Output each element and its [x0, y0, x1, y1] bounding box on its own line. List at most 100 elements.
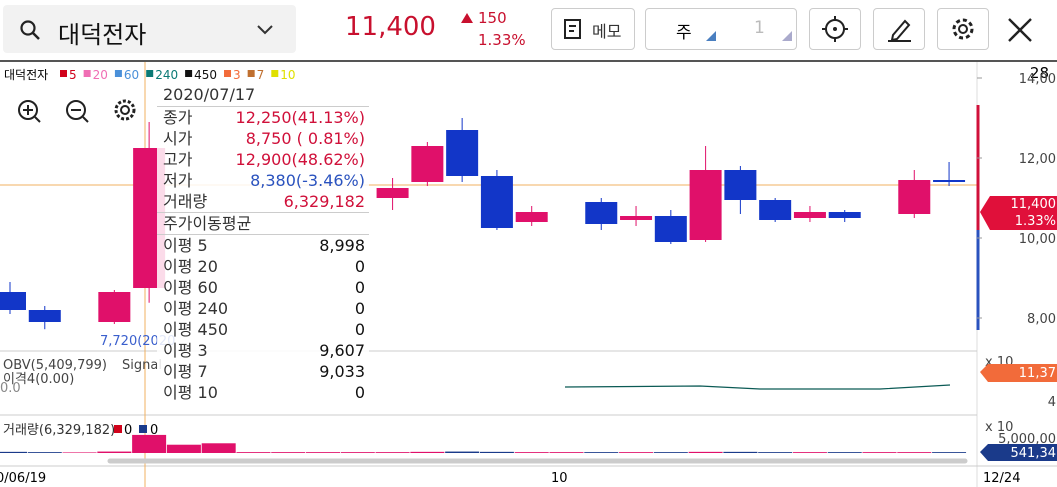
volume-bar — [166, 444, 201, 453]
tooltip-row: 거래량 6,329,182 — [157, 191, 369, 212]
legend-title: 대덕전자 — [4, 68, 48, 82]
volume-bar — [619, 452, 654, 453]
legend-swatch — [224, 70, 232, 77]
volume-bar — [549, 452, 584, 453]
ma-label: 이평 240 — [163, 299, 229, 318]
legend-swatch — [60, 70, 67, 77]
candle-body — [515, 212, 548, 222]
volume-bar — [62, 452, 97, 453]
obv-zero: 0.0 — [0, 381, 21, 396]
volume-a: 0 — [124, 423, 132, 438]
candle-body — [793, 212, 826, 218]
ma-label: 이평 7 — [163, 362, 208, 381]
dropdown-icon — [257, 25, 273, 35]
legend-label: 3 — [233, 68, 241, 82]
memo-button[interactable]: 메모 — [551, 8, 635, 50]
crosshair-button[interactable] — [809, 8, 861, 50]
row-value: 12,900(48.62%) — [235, 150, 365, 169]
obv-signal: Signal — [122, 358, 162, 373]
volume-bar — [97, 451, 132, 453]
crosshair-icon — [822, 16, 848, 42]
candle-body — [585, 202, 618, 224]
candle-body — [446, 130, 479, 176]
volume-bar — [0, 451, 27, 453]
row-label: 시가 — [163, 129, 193, 148]
legend: 대덕전자 5 20 60 240 450 3 7 10 — [4, 68, 296, 82]
legend-label: 450 — [194, 68, 217, 82]
change-pct: 1.33% — [478, 31, 526, 49]
volume-value: 541,34 — [1011, 446, 1057, 461]
volume-bar — [271, 452, 306, 453]
search-box[interactable]: 대덕전자 — [3, 5, 296, 53]
ma-row: 이평 60 0 — [157, 277, 369, 298]
volume-bar — [306, 452, 341, 453]
legend-label: 5 — [69, 68, 77, 82]
tooltip: 2020/07/17 종가 12,250(41.13%) 시가 8,750 ( 0.81… — [157, 84, 369, 402]
candle-body — [759, 200, 792, 220]
volume-bar — [410, 451, 445, 453]
volume-bar — [514, 452, 549, 453]
current-price: 11,400 — [1011, 197, 1057, 212]
zoom-tools — [18, 99, 136, 123]
row-value: 12,250(41.13%) — [235, 108, 365, 127]
volume-bar — [758, 452, 793, 453]
memo-label: 메모 — [592, 22, 622, 41]
legend-swatch — [83, 70, 91, 77]
ma-value: 0 — [354, 299, 365, 318]
volume-key — [139, 425, 147, 433]
ma-label: 이평 10 — [163, 383, 218, 402]
settings-button[interactable] — [937, 8, 989, 50]
legend-swatch — [271, 70, 279, 77]
memo-icon — [564, 19, 581, 39]
legend-label: 10 — [280, 68, 295, 82]
zoom-out[interactable] — [66, 100, 86, 120]
y-tick-label: 12,00 — [1019, 152, 1056, 167]
candle-body — [689, 170, 722, 240]
legend-label: 240 — [155, 68, 178, 82]
volume-bar — [445, 451, 480, 453]
search-icon — [20, 20, 40, 40]
row-value: 8,750 ( 0.81%) — [245, 129, 365, 148]
ma-row: 이평 10 0 — [157, 382, 369, 403]
volume-tick: 5,000,00 — [998, 432, 1056, 447]
close-button[interactable] — [1005, 15, 1035, 45]
chart-settings[interactable] — [114, 99, 136, 121]
y-tick-label: 14,00 — [1019, 72, 1056, 87]
ma-label: 이평 5 — [163, 236, 208, 255]
legend-swatch — [185, 70, 193, 77]
ma-value: 0 — [354, 383, 365, 402]
volume-scale: x 10 — [985, 420, 1013, 435]
legend-label: 60 — [124, 68, 139, 82]
volume-bar — [653, 452, 688, 453]
y-tick-label: 8,00 — [1027, 312, 1056, 327]
ma-row: 이평 7 9,033 — [157, 361, 369, 382]
y-tick-label: 10,00 — [1019, 232, 1056, 247]
ma-value: 8,998 — [319, 236, 365, 255]
ma-value: 0 — [354, 278, 365, 297]
ma-label: 이평 450 — [163, 320, 229, 339]
current-price-tag — [980, 196, 1057, 230]
volume-bar — [201, 443, 236, 453]
ma-value: 0 — [354, 320, 365, 339]
draw-button[interactable] — [873, 8, 925, 50]
up-icon — [461, 13, 473, 23]
row-value: 6,329,182 — [283, 192, 365, 211]
volume-bar — [792, 452, 827, 453]
volume-bar — [723, 451, 758, 453]
ma-row: 이평 20 0 — [157, 256, 369, 277]
volume-bar — [375, 452, 410, 453]
change: 150 — [478, 9, 507, 27]
candle-body — [411, 146, 444, 182]
zoom-in[interactable] — [18, 100, 38, 120]
candle-body — [654, 216, 687, 242]
legend-label: 7 — [257, 68, 265, 82]
tooltip-row: 시가 8,750 ( 0.81%) — [157, 128, 369, 149]
candle-body — [724, 170, 757, 200]
ma-row: 이평 240 0 — [157, 298, 369, 319]
count-label: 1 — [754, 18, 765, 38]
corner — [782, 31, 792, 41]
tooltip-section: 주가이동평균 — [157, 212, 369, 235]
